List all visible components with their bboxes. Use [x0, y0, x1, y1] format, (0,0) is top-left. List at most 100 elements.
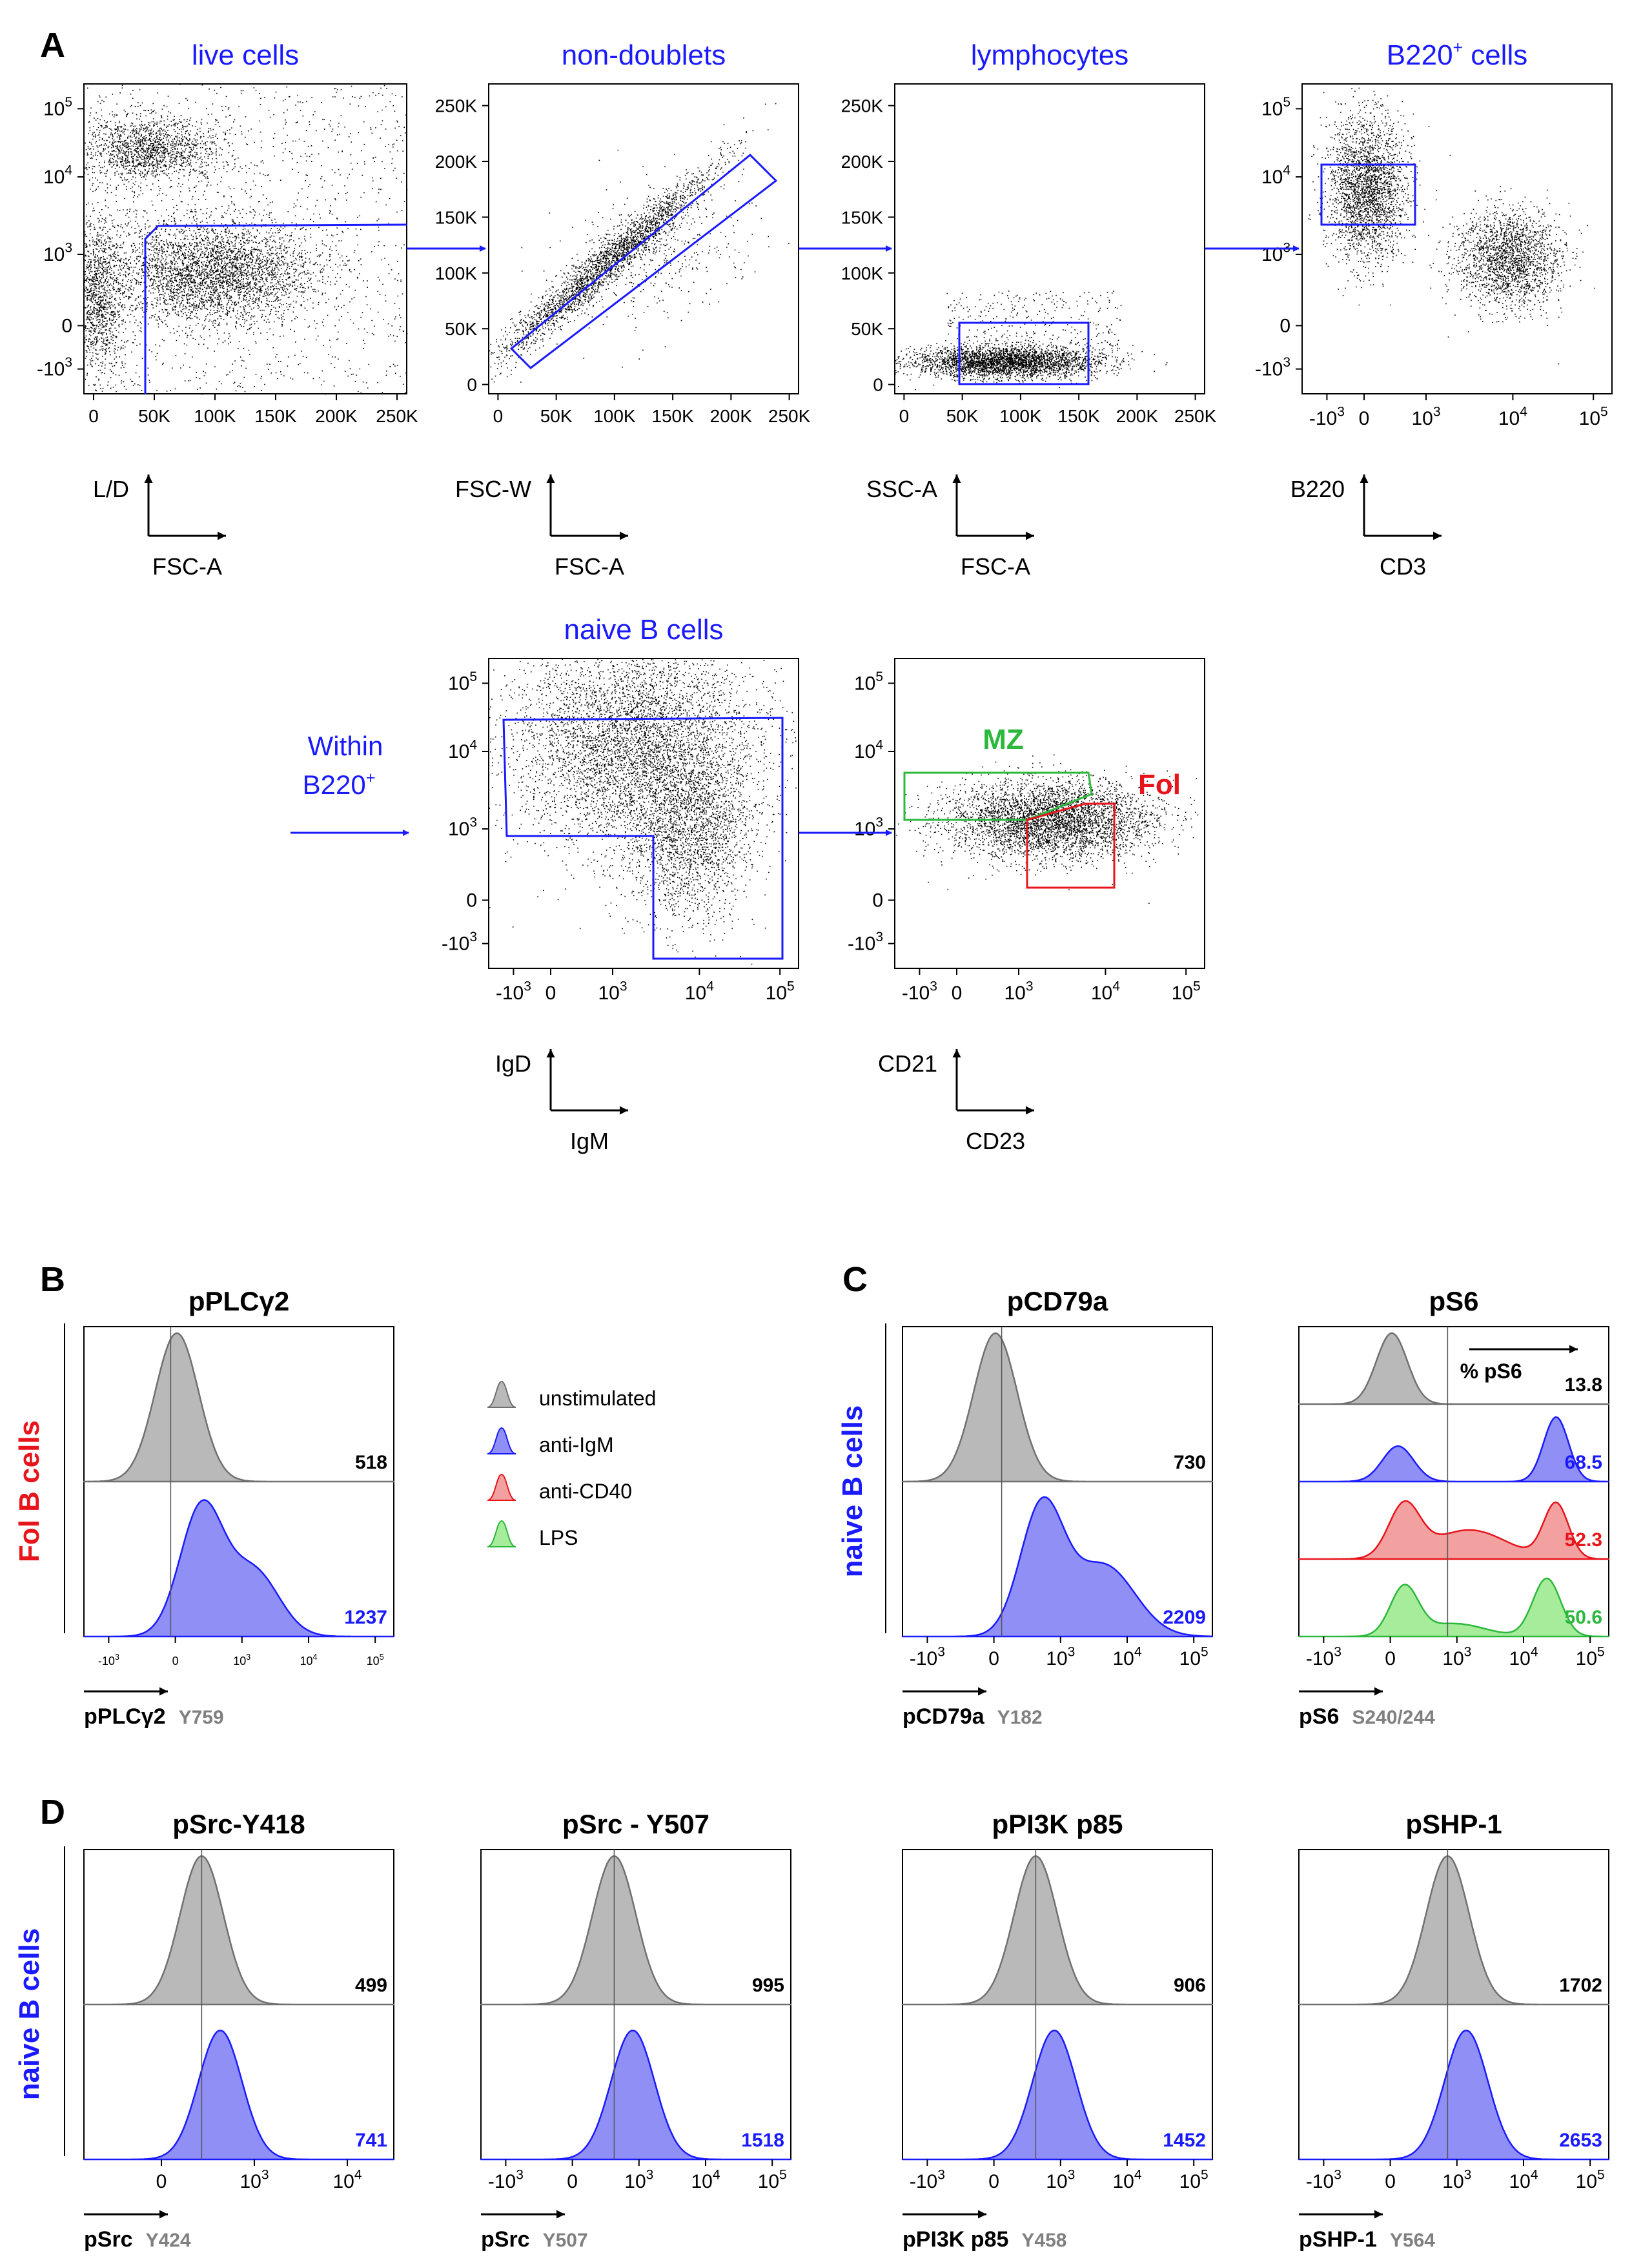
x-tick-label: 104 — [685, 979, 714, 1005]
axis-label-y: IgD — [495, 1050, 531, 1077]
legend-swatch — [487, 1473, 516, 1501]
histogram-value: 518 — [355, 1452, 387, 1473]
histogram-anti-IgM — [83, 2029, 395, 2161]
x-tick-label: 0 — [988, 1648, 999, 1669]
scatter-plot-frame — [83, 83, 407, 394]
y-tick-label: -103 — [442, 930, 477, 955]
histogram-unstimulated — [1298, 1332, 1610, 1405]
x-axis-arrow-head — [1433, 531, 1442, 540]
histogram-title: pSrc - Y507 — [562, 1809, 709, 1839]
scatter-plot-frame — [894, 658, 1205, 969]
y-tick-label: 103 — [854, 815, 883, 841]
gating-title-base: B220 — [1387, 39, 1453, 71]
x-tick-label: -103 — [98, 1653, 119, 1667]
histogram-value: 1237 — [344, 1607, 387, 1628]
x-tick-label: -103 — [902, 979, 937, 1005]
scatter-cloud — [896, 754, 1199, 904]
legend-label: LPS — [539, 1526, 578, 1549]
x-tick-label: 105 — [1576, 2168, 1605, 2193]
x-tick-label: 0 — [493, 406, 504, 426]
x-tick-label: 100K — [194, 406, 236, 426]
x-axis-arrow-head — [159, 1687, 168, 1696]
x-tick-label: 104 — [1112, 2168, 1141, 2193]
x-axis-arrow-head — [159, 2210, 168, 2219]
histogram-xlabel: pPLCγ2 — [84, 1704, 166, 1729]
histogram-xlabel: pS6 — [1299, 1704, 1339, 1729]
histogram-xlabel-site: Y759 — [179, 1707, 224, 1728]
histogram-title: pSrc-Y418 — [172, 1809, 305, 1839]
scatter-dots-layer — [84, 84, 1595, 965]
histogram-unstimulated — [480, 1855, 792, 2006]
y-tick-label: 150K — [435, 207, 478, 227]
x-tick-label: 0 — [546, 983, 556, 1004]
x-tick-label: 50K — [138, 406, 170, 426]
y-tick-label: 105 — [854, 669, 883, 695]
y-tick-label: 0 — [1280, 315, 1290, 336]
x-tick-label: 103 — [1442, 2168, 1471, 2193]
scatter-cloud — [895, 338, 1168, 391]
y-axis-arrow-head — [1360, 474, 1369, 483]
x-tick-label: 0 — [899, 406, 910, 426]
y-axis-arrow-head — [546, 1049, 555, 1057]
gate-non-doublets — [509, 153, 778, 369]
gating-title-sup: + — [1453, 37, 1463, 57]
gating-title: live cells — [192, 39, 299, 71]
histogram-unstimulated — [901, 1332, 1214, 1483]
x-tick-label: 0 — [1385, 2171, 1396, 2192]
x-tick-label: 105 — [766, 979, 795, 1005]
x-tick-label: 0 — [172, 1655, 179, 1667]
x-tick-label: 0 — [156, 2171, 167, 2192]
histogram-xlabel: pCD79a — [902, 1704, 985, 1729]
legend-swatch — [487, 1427, 516, 1454]
gate-mz — [903, 771, 1093, 821]
panel-letter: B — [40, 1260, 65, 1299]
histogram-value: 741 — [355, 2130, 387, 2151]
x-tick-label: 200K — [1116, 406, 1159, 426]
histogram-value: 1452 — [1163, 2130, 1206, 2151]
y-tick-label: 105 — [1261, 95, 1290, 120]
scatter-plot-frame — [488, 83, 799, 394]
x-tick-label: 0 — [567, 2171, 578, 2192]
gate-live-cells — [144, 223, 407, 394]
histogram-unstimulated — [83, 1855, 395, 2006]
histogram-anti-CD40 — [1298, 1500, 1610, 1560]
axis-label-x: FSC-A — [152, 553, 222, 580]
histogram-anti-IgM — [1298, 2029, 1610, 2161]
histogram-value: 906 — [1174, 1975, 1206, 1996]
x-tick-label: -103 — [910, 1645, 945, 1670]
x-tick-label: 50K — [946, 406, 979, 426]
gate-label-fol: Fol — [1138, 769, 1181, 801]
y-tick-label: 0 — [467, 375, 477, 395]
y-tick-label: 50K — [445, 319, 477, 339]
histogram-value: 730 — [1174, 1452, 1206, 1473]
x-tick-label: 104 — [1091, 979, 1120, 1005]
scatter-cloud — [84, 183, 141, 394]
x-tick-label: 105 — [1576, 1645, 1605, 1670]
gate-b220 — [1320, 163, 1416, 226]
y-tick-label: 103 — [1261, 241, 1290, 266]
x-tick-label: 0 — [1359, 408, 1370, 429]
y-tick-label: 200K — [841, 152, 884, 172]
y-axis-arrow-head — [546, 474, 555, 483]
histogram-value: 2209 — [1163, 1607, 1206, 1628]
legend-label: anti-CD40 — [539, 1480, 632, 1503]
x-tick-label: 250K — [1174, 406, 1217, 426]
x-tick-label: 150K — [651, 406, 694, 426]
x-tick-label: 100K — [593, 406, 636, 426]
scatter-cloud — [579, 691, 797, 959]
histogram-xlabel-site: Y458 — [1021, 2230, 1066, 2251]
y-tick-label: 0 — [872, 890, 883, 911]
axis-label-y: L/D — [93, 476, 129, 502]
x-axis-arrow-head — [1026, 1106, 1034, 1115]
scatter-cloud — [1308, 87, 1451, 306]
x-tick-label: -103 — [496, 979, 531, 1005]
x-tick-label: -103 — [1306, 1645, 1341, 1670]
y-tick-label: 104 — [854, 738, 883, 763]
x-axis-arrow-head — [978, 2210, 986, 2219]
x-tick-label: 0 — [952, 983, 963, 1004]
histogram-anti-IgM — [83, 1499, 395, 1638]
legend-label: anti-IgM — [539, 1433, 614, 1456]
gate-arrow-ps6-head — [1569, 1345, 1578, 1354]
